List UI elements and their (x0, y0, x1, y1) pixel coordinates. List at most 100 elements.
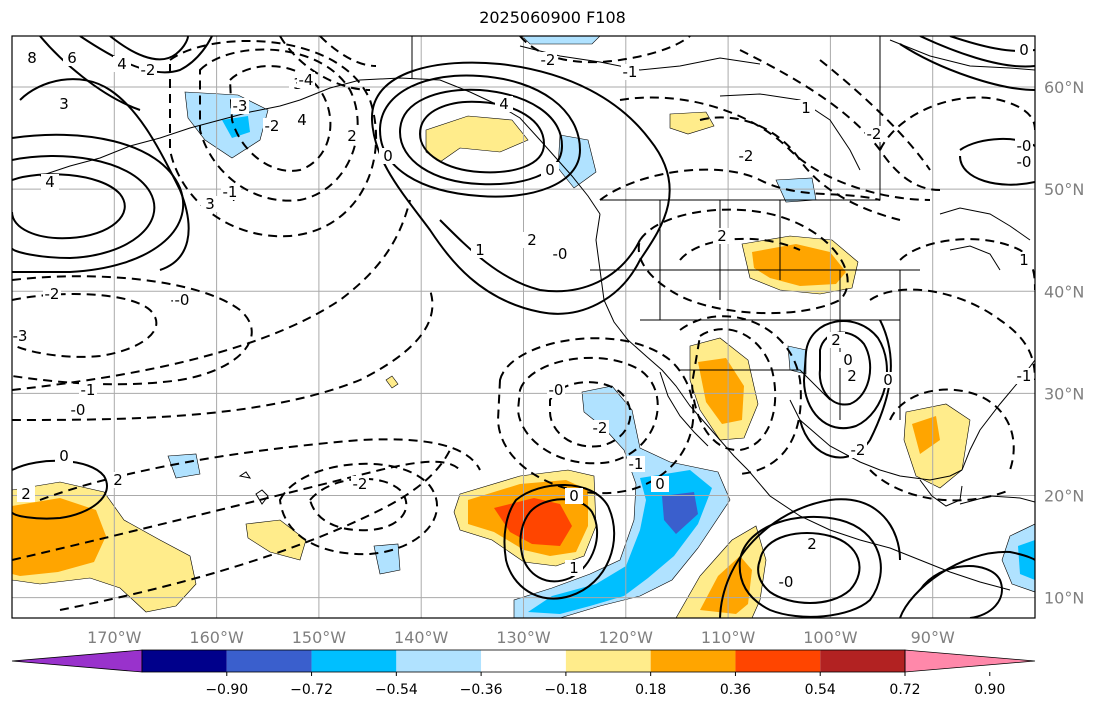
coastline (659, 371, 709, 447)
colorbar-tick-label: 0.90 (974, 682, 1005, 698)
contour-label: -0 (549, 381, 564, 399)
contour-label-bg (651, 476, 669, 492)
contour-label-bg (797, 100, 815, 116)
dashed-contour (679, 315, 802, 475)
contour-label: 0 (569, 487, 579, 505)
colorbar-tick-label: 0.72 (889, 682, 920, 698)
contour-label-bg (737, 148, 755, 164)
coastline (889, 39, 1035, 71)
longitude-label: 90°W (911, 628, 955, 647)
contour-label: -2 (141, 61, 156, 79)
contour-label: -0 (175, 291, 190, 309)
contour-label-bg (839, 352, 857, 368)
border (680, 369, 831, 401)
contour-label-bg (471, 242, 489, 258)
contour-label: 0 (1019, 41, 1029, 59)
solid-contour (418, 100, 546, 174)
solid-contour (398, 88, 564, 186)
latitude-label: 20°N (1044, 486, 1084, 505)
contour-label: -1 (623, 63, 638, 81)
contour-label-bg (17, 486, 35, 502)
coastline (595, 213, 749, 471)
contour-label-bg (139, 62, 157, 78)
contour-label: -4 (299, 71, 314, 89)
contour-label-bg (43, 286, 61, 302)
dashed-contour (679, 237, 801, 261)
solid-contour (12, 173, 126, 240)
dashed-contour (819, 59, 931, 171)
contour-label-bg (1015, 368, 1033, 384)
contour-label: 4 (499, 95, 509, 113)
contour-label-bg (539, 52, 557, 68)
contour-label-bg (231, 98, 249, 114)
colorbar-extend-low (11, 649, 143, 673)
dashed-contour (619, 96, 931, 201)
solid-contour (12, 133, 185, 273)
colorbar-segment (820, 650, 905, 672)
dashed-contour (637, 208, 849, 315)
latitude-labels: 10°N 20°N 30°N 40°N 50°N 60°N (1044, 78, 1084, 608)
solid-contour (503, 484, 616, 600)
colorbar-tick-label: −0.36 (460, 682, 503, 698)
dashed-contour (12, 460, 461, 561)
dashed-contour (519, 36, 691, 64)
shade-negative (513, 385, 731, 618)
solid-contour (899, 43, 1035, 91)
coastline (747, 469, 1011, 591)
contour-label: 2 (527, 231, 537, 249)
dashed-contour (12, 289, 434, 421)
solid-contour (738, 515, 882, 618)
contour-label-bg (1015, 138, 1033, 154)
contour-label-bg (1015, 154, 1033, 170)
contour-label-bg (201, 196, 219, 212)
shade-positive (385, 375, 399, 389)
contour-label-bg (849, 442, 867, 458)
contour-label: 3 (205, 195, 215, 213)
latitude-label: 30°N (1044, 384, 1084, 403)
contour-label: 2 (847, 367, 857, 385)
longitude-label: 130°W (496, 628, 551, 647)
colorbar-segment (226, 650, 312, 672)
contour-label-bg (865, 126, 883, 142)
contour-label: -2 (45, 285, 60, 303)
coastlines (39, 36, 1035, 591)
contour-label-bg (621, 64, 639, 80)
colorbar-tick-label: −0.90 (205, 682, 248, 698)
shade-positive (425, 115, 529, 163)
contour-label: -0 (1017, 137, 1032, 155)
dashed-contour (319, 36, 377, 67)
solid-contour (12, 155, 156, 260)
contour-label-bg (565, 560, 583, 576)
map-title: 2025060900 F108 (479, 8, 626, 27)
dashed-contour (739, 49, 941, 191)
solid-contour (799, 319, 892, 459)
solid-contour (439, 219, 641, 293)
colorbar-segment (142, 650, 227, 672)
colorbar-extend-high (904, 649, 1036, 673)
contour-label: 1 (569, 559, 579, 577)
latitude-label: 50°N (1044, 180, 1084, 199)
solid-contour (79, 36, 213, 74)
contour-label: 2 (831, 331, 841, 349)
colorbar-segment (650, 650, 736, 672)
latitude-label: 10°N (1044, 589, 1084, 608)
dashed-contour (228, 65, 332, 172)
contour-label: -0 (1017, 153, 1032, 171)
longitude-label: 110°W (701, 628, 756, 647)
shade-negative (1018, 540, 1035, 580)
contour-label-bg (11, 328, 29, 344)
shade-negative (662, 492, 698, 534)
colorbar-tick-label: −0.54 (375, 682, 418, 698)
contour-label: 0 (843, 351, 853, 369)
contour-label: 2 (347, 127, 357, 145)
colorbar-segment (481, 650, 566, 672)
solid-contour (370, 61, 671, 315)
shade-negative (521, 36, 601, 45)
dashed-contour (12, 293, 158, 358)
colorbar-tick-label: 0.36 (720, 682, 751, 698)
contour-label: -0 (71, 401, 86, 419)
longitude-label: 140°W (394, 628, 449, 647)
shade-negative (787, 345, 807, 375)
lat-lon-grid (12, 36, 1035, 618)
